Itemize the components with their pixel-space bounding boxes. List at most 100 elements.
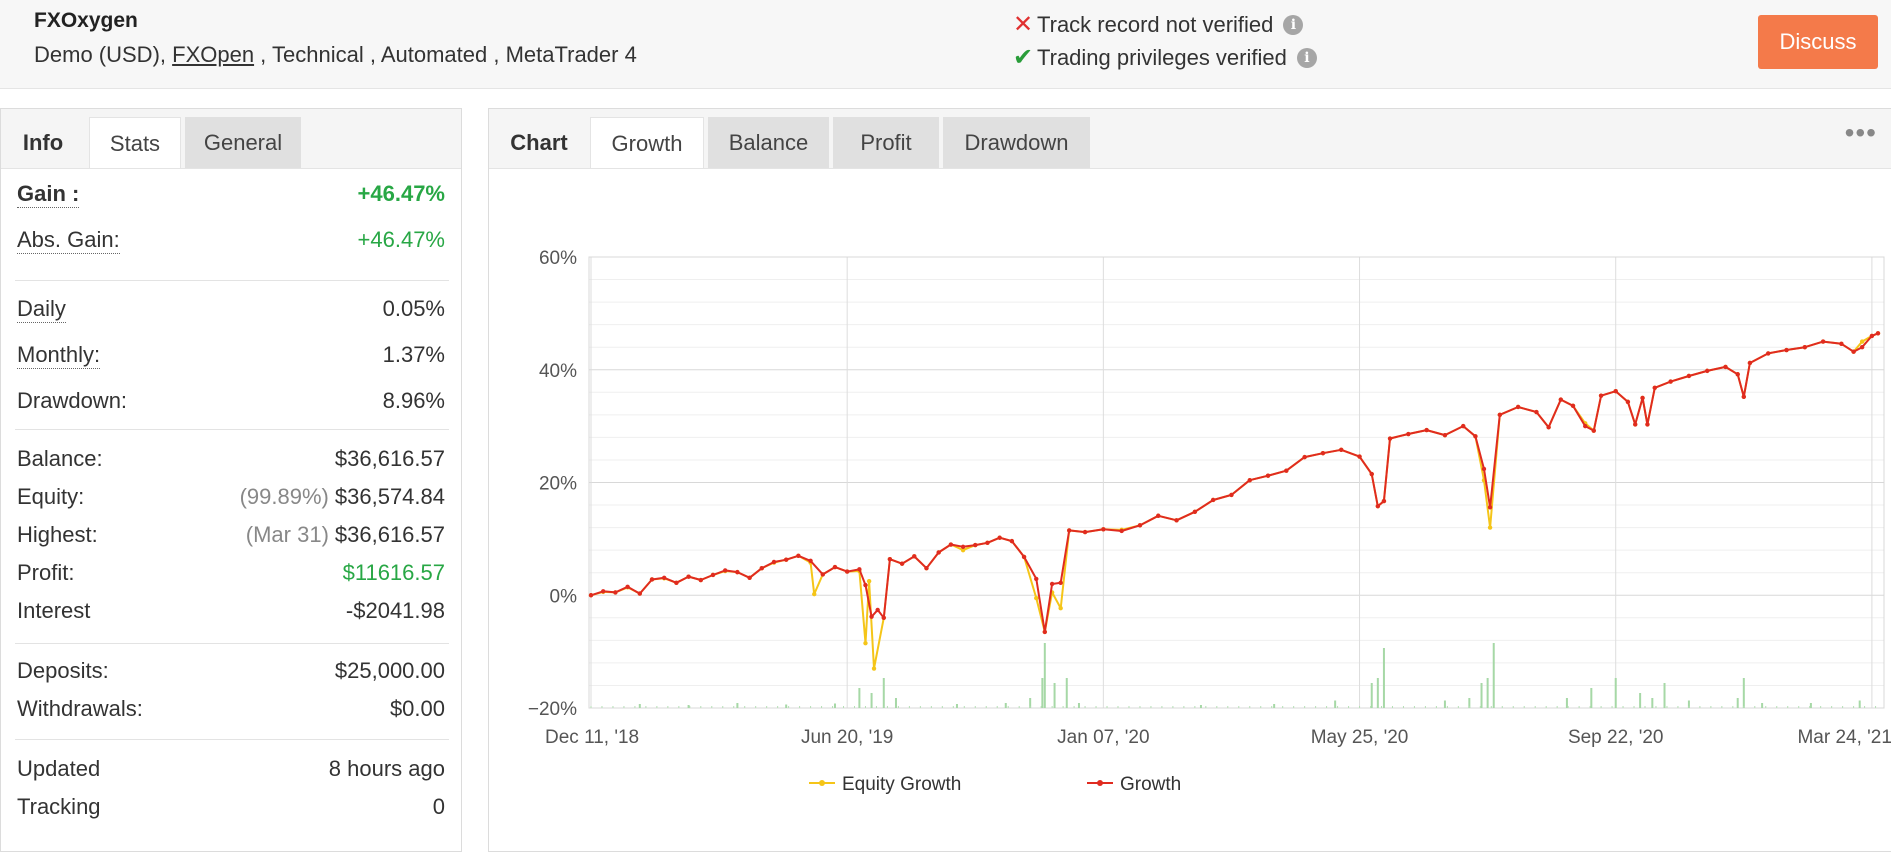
volume-bar (1486, 678, 1489, 708)
volume-bar (1687, 700, 1690, 708)
growth-point (1515, 404, 1521, 410)
growth-point (869, 614, 874, 619)
account-meta: Demo (USD), FXOpen , Technical , Automat… (34, 42, 637, 68)
stat-gain: Gain : +46.47% (17, 181, 445, 215)
legend-label: Equity Growth (842, 774, 961, 795)
tab-growth[interactable]: Growth (590, 117, 704, 168)
trading-privileges-label: Trading privileges verified (1037, 44, 1287, 70)
volume-bar (634, 706, 636, 708)
discuss-button[interactable]: Discuss (1758, 15, 1878, 69)
stat-label: Interest (17, 598, 91, 623)
volume-bar (1205, 706, 1207, 708)
volume-bar (799, 706, 801, 708)
volume-bar (1304, 706, 1306, 708)
growth-point (1119, 528, 1124, 534)
divider (15, 739, 449, 740)
volume-bar (755, 706, 757, 708)
volume-bar (1128, 706, 1130, 708)
volume-bar (1084, 706, 1086, 708)
growth-point (1869, 333, 1875, 339)
stat-label[interactable]: Monthly: (17, 342, 101, 369)
growth-point (1375, 503, 1381, 509)
growth-point (1067, 528, 1072, 533)
growth-point (1049, 581, 1055, 587)
stat-value: +46.47% (357, 227, 445, 252)
growth-point (1034, 576, 1039, 582)
volume-bar (1446, 706, 1448, 708)
tab-general[interactable]: General (185, 117, 301, 168)
volume-bar (1106, 706, 1108, 708)
volume-bar (1567, 706, 1569, 708)
growth-point (997, 535, 1002, 540)
tab-profit[interactable]: Profit (833, 117, 939, 168)
legend-marker (819, 780, 825, 786)
tab-stats[interactable]: Stats (89, 117, 181, 168)
growth-point (1229, 492, 1234, 498)
stat-label: Tracking (17, 794, 101, 819)
volume-bar (645, 706, 647, 708)
growth-point (1534, 409, 1539, 415)
growth-point (887, 556, 893, 562)
volume-bar (656, 706, 658, 708)
growth-point (1487, 505, 1493, 510)
growth-point (924, 565, 929, 571)
growth-point (625, 584, 630, 589)
volume-bar (1743, 706, 1745, 708)
stat-daily: Daily 0.05% (17, 296, 445, 330)
growth-point (1442, 432, 1448, 438)
volume-bar (601, 706, 603, 708)
volume-bar (1858, 700, 1861, 708)
tab-chart[interactable]: Chart (510, 130, 568, 155)
growth-point (783, 557, 789, 562)
volume-bar (864, 706, 866, 708)
growth-point (1640, 395, 1645, 401)
volume-bar (1051, 706, 1053, 708)
more-dots-icon[interactable]: ••• (1844, 117, 1877, 148)
growth-point (1473, 434, 1478, 439)
tab-info[interactable]: Info (22, 130, 64, 155)
volume-bar (1468, 698, 1471, 708)
stat-label: Balance: (17, 446, 103, 471)
volume-bar (1523, 706, 1525, 708)
volume-bar (908, 706, 910, 708)
stat-label[interactable]: Daily (17, 296, 66, 323)
growth-point (722, 568, 728, 573)
growth-point (1598, 393, 1604, 398)
volume-bar (777, 706, 779, 708)
volume-bar (1348, 706, 1350, 708)
info-icon[interactable]: i (1296, 47, 1317, 68)
info-icon[interactable]: i (1283, 14, 1304, 35)
volume-bar (785, 704, 788, 708)
stat-label: Deposits: (17, 658, 109, 683)
volume-bar (1590, 688, 1593, 708)
broker-link[interactable]: FXOpen (172, 42, 255, 67)
volume-bar (1029, 698, 1032, 708)
volume-bar (1875, 706, 1877, 708)
growth-point (1633, 422, 1638, 427)
stat-label[interactable]: Abs. Gain: (17, 227, 120, 254)
tab-balance[interactable]: Balance (708, 117, 829, 168)
stat-updated: Updated 8 hours ago (17, 756, 445, 790)
growth-point (637, 591, 642, 596)
growth-point (1741, 394, 1747, 400)
volume-bar (1249, 706, 1251, 708)
equity-growth-point (812, 591, 817, 597)
volume-bar (1293, 706, 1295, 708)
volume-bar (1238, 706, 1240, 708)
growth-point (1192, 509, 1198, 515)
stat-label[interactable]: Gain : (17, 181, 80, 208)
volume-bar (1260, 706, 1262, 708)
growth-point (759, 565, 764, 571)
growth-point (1265, 473, 1271, 478)
track-record-label: Track record not verified (1037, 11, 1274, 37)
tab-drawdown[interactable]: Drawdown (943, 117, 1090, 168)
volume-bar (1271, 706, 1273, 708)
stat-tracking: Tracking 0 (17, 794, 445, 828)
growth-point (1558, 397, 1564, 402)
stat-label: Equity: (17, 484, 85, 509)
volume-bar (1479, 706, 1481, 708)
growth-point (1381, 498, 1387, 504)
stat-value: 8 hours ago (328, 756, 445, 781)
y-tick-label: 20% (539, 474, 577, 495)
growth-point (710, 572, 716, 578)
